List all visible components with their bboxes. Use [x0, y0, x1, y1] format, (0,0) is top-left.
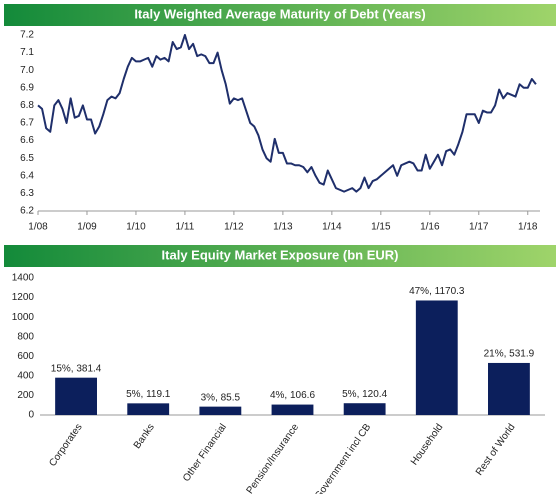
x-tick-label: Household	[409, 422, 445, 467]
y-tick-label: 6.3	[20, 188, 34, 199]
y-tick-label: 1200	[12, 292, 35, 303]
x-tick-label: 1/17	[469, 222, 489, 233]
bar	[127, 403, 170, 415]
x-tick-label: 1/15	[371, 222, 391, 233]
y-tick-label: 6.2	[20, 206, 34, 217]
bar	[55, 377, 97, 415]
y-tick-label: 6.8	[20, 100, 34, 111]
y-tick-label: 400	[17, 370, 34, 381]
y-tick-label: 7.2	[20, 30, 34, 41]
x-tick-label: Banks	[132, 422, 157, 451]
chart-title: Italy Equity Market Exposure (bn EUR)	[162, 247, 399, 262]
line-series	[37, 34, 537, 193]
y-tick-label: 200	[17, 390, 34, 401]
bar	[271, 404, 314, 415]
x-tick-label: 1/12	[224, 222, 244, 233]
bar	[488, 362, 530, 415]
x-tick-label: 1/08	[28, 222, 48, 233]
chart-title: Italy Weighted Average Maturity of Debt …	[134, 6, 425, 21]
y-tick-label: 6.7	[20, 118, 34, 129]
y-tick-label: 6.4	[20, 170, 34, 181]
data-label: 21%, 531.9	[484, 349, 535, 360]
x-tick-label: Corporates	[47, 422, 84, 469]
x-tick-label: 1/16	[420, 222, 440, 233]
y-tick-label: 1000	[12, 312, 35, 323]
bar	[415, 300, 458, 415]
data-label: 47%, 1170.3	[409, 286, 465, 297]
x-tick-label: 1/11	[176, 222, 195, 233]
x-tick-label: 1/13	[273, 222, 293, 233]
y-tick-label: 7.0	[20, 65, 34, 76]
bar	[199, 406, 242, 415]
bar	[343, 403, 386, 415]
data-label: 15%, 381.4	[51, 363, 102, 374]
y-tick-label: 6.9	[20, 82, 34, 93]
y-tick-label: 1400	[12, 273, 35, 284]
x-tick-label: 1/09	[77, 222, 97, 233]
y-tick-label: 6.5	[20, 153, 34, 164]
x-tick-label: 1/10	[126, 222, 146, 233]
y-tick-label: 0	[28, 410, 34, 421]
data-label: 5%, 119.1	[126, 389, 171, 400]
y-tick-label: 7.1	[20, 47, 34, 58]
x-tick-label: Government incl CB	[313, 422, 374, 494]
y-tick-label: 6.6	[20, 135, 34, 146]
x-tick-label: Other Financial	[181, 422, 229, 484]
x-tick-label: 1/14	[322, 222, 342, 233]
x-tick-label: 1/18	[518, 222, 538, 233]
y-tick-label: 600	[17, 351, 34, 362]
data-label: 5%, 120.4	[342, 389, 387, 400]
title-banner	[4, 4, 556, 26]
data-label: 4%, 106.6	[270, 390, 315, 401]
title-banner	[4, 245, 556, 267]
x-tick-label: Rest of World	[474, 422, 518, 478]
data-label: 3%, 85.5	[201, 392, 241, 403]
y-tick-label: 800	[17, 331, 34, 342]
x-tick-label: Pension/Insurance	[245, 422, 302, 494]
